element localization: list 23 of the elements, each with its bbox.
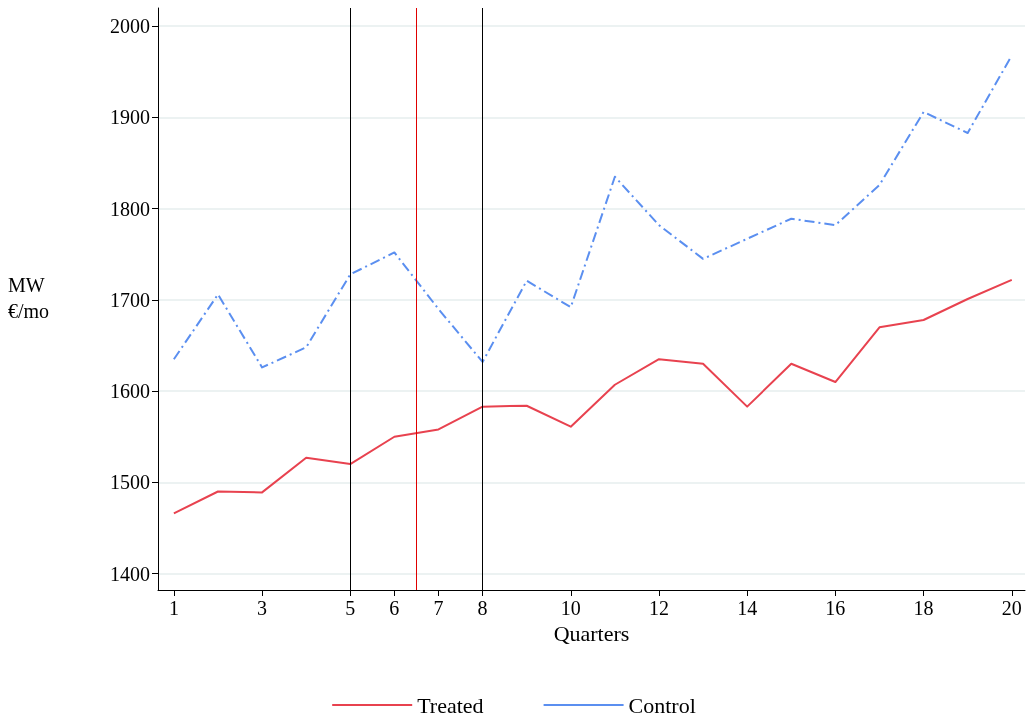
y-tick-label: 1500 xyxy=(110,471,150,494)
y-tick-label: 1900 xyxy=(110,106,150,129)
x-tick-label: 10 xyxy=(560,597,581,619)
x-tick-label: 8 xyxy=(477,597,488,619)
x-tick-label: 20 xyxy=(1001,597,1022,619)
y-tick-label: 1800 xyxy=(110,197,150,220)
x-tick-label: 7 xyxy=(433,597,444,619)
legend-label: Treated xyxy=(417,692,484,718)
legend-label: Control xyxy=(628,692,696,718)
x-tick-label: 5 xyxy=(345,597,356,619)
y-tick-label: 2000 xyxy=(110,15,150,38)
x-tick-label: 12 xyxy=(648,597,669,619)
y-tick-label: 1400 xyxy=(110,562,150,585)
x-tick-label: 14 xyxy=(737,597,758,619)
x-tick-label: 6 xyxy=(389,597,400,619)
y-axis-title: MW €/mo xyxy=(8,274,50,322)
x-tick-label: 3 xyxy=(257,597,268,619)
y-tick-label: 1600 xyxy=(110,380,150,403)
x-tick-label: 18 xyxy=(913,597,934,619)
x-tick-label: 16 xyxy=(825,597,846,619)
x-tick-label: 1 xyxy=(168,597,179,619)
y-tick-label: 1700 xyxy=(110,288,150,311)
x-axis-title: Quarters xyxy=(553,621,630,647)
